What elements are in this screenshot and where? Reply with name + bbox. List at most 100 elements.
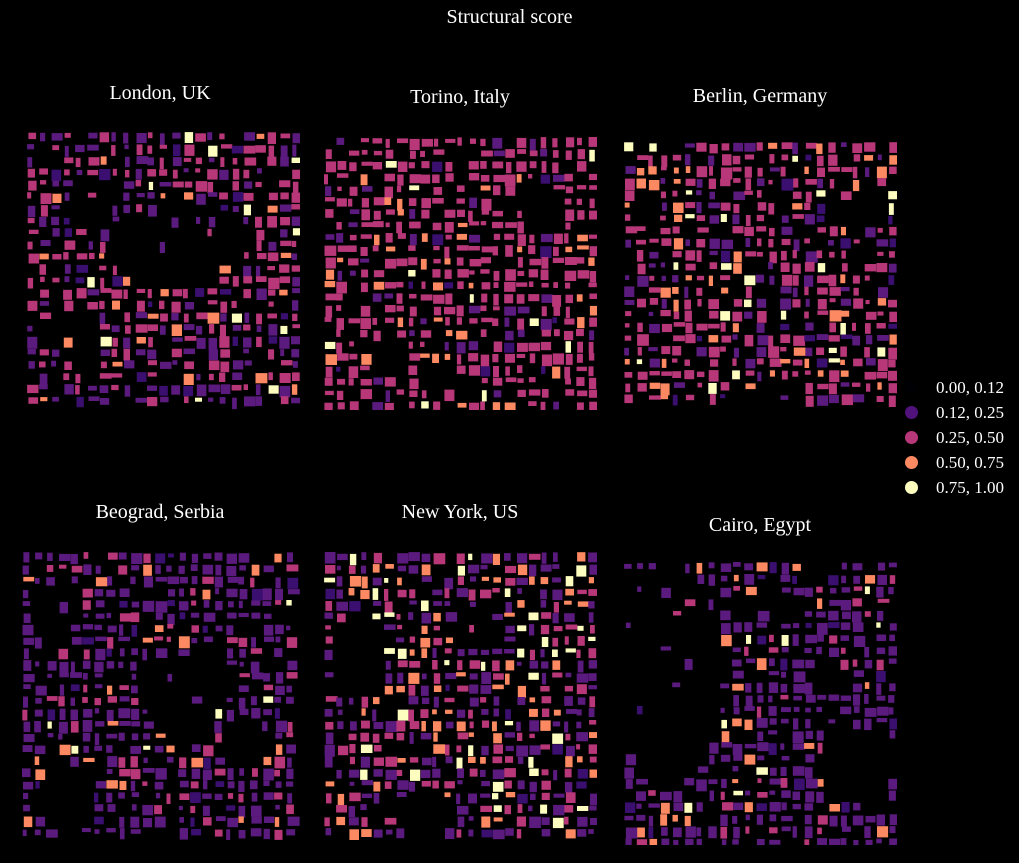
building — [250, 577, 255, 588]
building — [552, 589, 563, 601]
building — [147, 289, 152, 299]
building — [432, 198, 444, 204]
building — [179, 817, 184, 823]
building — [505, 745, 514, 752]
building — [420, 637, 431, 648]
building — [433, 553, 446, 565]
building — [648, 563, 656, 570]
building — [119, 600, 128, 608]
building — [793, 239, 800, 252]
building — [888, 646, 897, 656]
building — [829, 287, 841, 296]
building — [517, 588, 522, 594]
building — [155, 648, 168, 658]
building — [468, 564, 480, 574]
building — [59, 553, 71, 561]
building — [708, 275, 713, 286]
building — [433, 612, 441, 622]
building — [696, 202, 702, 214]
panel-title-cairo: Cairo, Egypt — [708, 514, 812, 536]
building — [792, 191, 802, 199]
building — [159, 325, 166, 335]
building — [528, 281, 534, 287]
building — [100, 349, 111, 356]
building — [649, 143, 657, 152]
building — [135, 349, 146, 356]
building — [71, 565, 83, 573]
building — [493, 696, 500, 706]
building — [541, 769, 549, 776]
building — [396, 720, 406, 732]
building — [720, 587, 732, 598]
building — [745, 790, 751, 796]
building — [361, 817, 368, 827]
building — [275, 804, 280, 810]
building — [64, 361, 72, 370]
building — [94, 661, 104, 673]
building — [733, 574, 739, 582]
building — [433, 306, 442, 316]
building — [421, 780, 431, 787]
building — [220, 204, 228, 211]
building — [88, 241, 93, 250]
building — [172, 360, 178, 365]
building — [244, 181, 253, 189]
building — [203, 780, 208, 790]
building — [349, 792, 361, 802]
building — [385, 149, 394, 159]
building — [769, 658, 775, 667]
building — [444, 648, 452, 654]
building — [817, 383, 829, 390]
building — [325, 234, 335, 240]
building — [540, 401, 546, 410]
building — [445, 684, 450, 692]
building — [684, 286, 689, 298]
building — [167, 624, 174, 629]
building — [816, 190, 826, 197]
building — [184, 192, 194, 200]
building — [385, 317, 395, 323]
building — [208, 217, 216, 228]
building — [528, 269, 539, 278]
building — [481, 709, 489, 715]
building — [840, 838, 847, 845]
building — [804, 587, 813, 597]
building — [136, 204, 143, 213]
building — [191, 576, 198, 585]
building — [361, 198, 369, 208]
building — [422, 757, 432, 766]
building — [480, 221, 487, 226]
building — [769, 802, 781, 812]
building — [625, 311, 632, 317]
building — [219, 133, 225, 140]
building — [287, 793, 293, 804]
building — [131, 721, 141, 727]
building — [226, 553, 237, 564]
building — [257, 253, 267, 260]
building — [733, 695, 739, 707]
building — [756, 358, 764, 365]
building — [432, 161, 443, 172]
building — [780, 262, 790, 272]
building — [624, 815, 634, 821]
building — [178, 565, 185, 574]
building — [781, 635, 789, 646]
building — [829, 322, 836, 333]
building — [94, 673, 103, 678]
building — [190, 612, 200, 618]
building — [118, 708, 131, 719]
building — [196, 337, 206, 349]
building — [541, 552, 547, 564]
building — [516, 816, 526, 827]
building — [207, 228, 212, 237]
building — [220, 361, 230, 373]
building — [396, 389, 405, 395]
building — [660, 814, 668, 826]
building — [804, 262, 815, 272]
building — [159, 133, 165, 146]
building — [125, 156, 130, 168]
building — [325, 257, 336, 269]
building — [564, 330, 574, 341]
building — [769, 227, 775, 237]
building — [660, 227, 671, 235]
